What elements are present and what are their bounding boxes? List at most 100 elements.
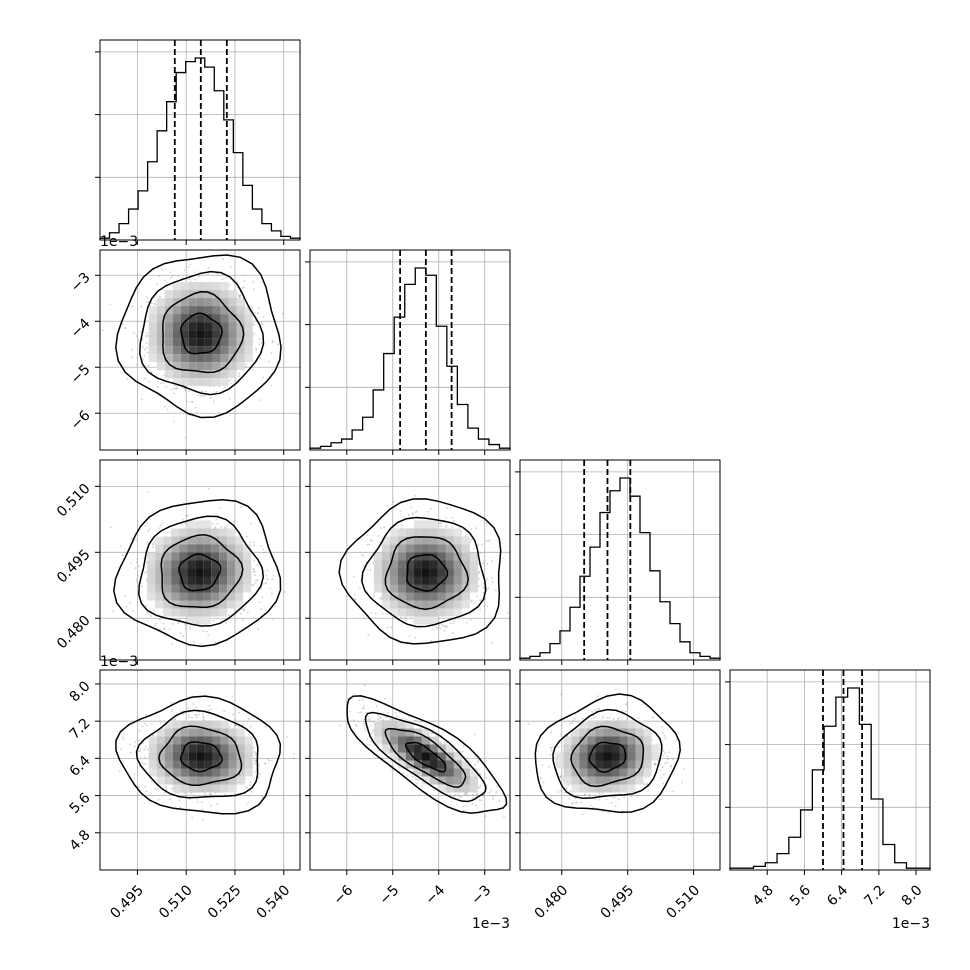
density-cell	[180, 362, 189, 371]
density-cell	[180, 346, 189, 355]
scatter-point	[135, 363, 138, 366]
contour-line	[113, 498, 282, 648]
scatter-point	[477, 543, 480, 546]
scatter-point	[418, 627, 421, 630]
scatter-point	[209, 396, 212, 399]
density-cell	[187, 536, 196, 545]
density-cell	[469, 584, 478, 593]
density-cell	[163, 584, 172, 593]
density-cell	[235, 560, 244, 569]
density-cell	[204, 346, 213, 355]
scatter-point	[147, 364, 150, 367]
scatter-point	[183, 387, 186, 390]
scatter-point	[222, 258, 225, 261]
scatter-point	[170, 702, 173, 704]
density-cell	[421, 600, 430, 609]
contour-line	[406, 553, 449, 592]
scatter-point	[145, 522, 148, 525]
axes-frame	[519, 459, 721, 661]
density-cell	[219, 608, 228, 617]
density-cell	[148, 322, 157, 331]
density-cell	[389, 576, 398, 585]
density-cell	[203, 608, 212, 617]
scatter-point	[182, 518, 185, 521]
scatter-point	[145, 295, 148, 298]
scatter-point	[143, 355, 146, 357]
density-cell	[163, 600, 172, 609]
density-cell	[148, 314, 157, 323]
density-cell	[211, 592, 220, 601]
density-cell	[171, 536, 180, 545]
density-cell	[437, 552, 446, 561]
scatter-point	[191, 400, 194, 403]
scatter-point	[150, 371, 153, 373]
density-cell	[164, 298, 173, 307]
scatter-point	[232, 521, 235, 523]
density-cell	[453, 544, 462, 553]
scatter-point	[491, 581, 494, 584]
scatter-point	[392, 500, 395, 503]
scatter-point	[478, 572, 480, 574]
density-cell	[156, 298, 165, 307]
scatter-point	[141, 338, 144, 341]
scatter-point	[239, 506, 242, 509]
density-cell	[461, 544, 470, 553]
scatter-point	[150, 302, 153, 304]
panel-content	[100, 460, 300, 660]
scatter-point	[228, 283, 231, 286]
density-cell	[171, 560, 180, 569]
scatter-point	[262, 316, 265, 318]
density-cell	[187, 520, 196, 529]
density-cell	[155, 600, 164, 609]
scatter-point	[138, 786, 140, 788]
density-cell	[171, 544, 180, 553]
scatter-point	[146, 612, 148, 614]
density-cell	[171, 608, 180, 617]
contour-line	[115, 254, 282, 419]
density-cell	[196, 354, 205, 363]
scatter-point	[102, 329, 104, 331]
density-cell	[187, 600, 196, 609]
scatter-point	[362, 554, 364, 557]
density-cell	[397, 600, 406, 609]
scatter-point	[234, 610, 237, 613]
density-cell	[164, 330, 173, 339]
scatter-point	[162, 382, 165, 384]
scatter-point	[252, 281, 255, 283]
scatter-point	[253, 559, 256, 562]
density-cell	[421, 616, 430, 625]
density-cell	[211, 568, 220, 577]
density-cell	[204, 370, 213, 379]
density-cell	[155, 584, 164, 593]
scatter-point	[254, 574, 256, 576]
density-cell	[445, 576, 454, 585]
density-cell	[219, 600, 228, 609]
scatter-point	[246, 535, 249, 538]
density-cell	[163, 560, 172, 569]
scatter-point	[238, 375, 240, 377]
density-cell	[381, 552, 390, 561]
scatter-point	[239, 294, 241, 297]
density-cell	[171, 584, 180, 593]
density-cell	[196, 378, 205, 387]
scatter-point	[145, 332, 148, 334]
scatter-point	[453, 519, 455, 522]
density-cell	[203, 592, 212, 601]
density-cell	[188, 354, 197, 363]
density-cell	[179, 568, 188, 577]
scatter-point	[145, 342, 148, 345]
scatter-point	[134, 567, 137, 569]
scatter-point	[254, 582, 257, 585]
density-cell	[429, 568, 438, 577]
density-cell	[195, 520, 204, 529]
scatter-point	[223, 526, 226, 529]
density-cell	[163, 576, 172, 585]
density-cell	[180, 290, 189, 299]
density-cell	[180, 370, 189, 379]
density-cell	[437, 600, 446, 609]
scatter-point	[271, 341, 274, 344]
scatter-point	[473, 602, 476, 605]
density-cell	[196, 306, 205, 315]
density-cell	[227, 544, 236, 553]
scatter-point	[507, 611, 509, 614]
